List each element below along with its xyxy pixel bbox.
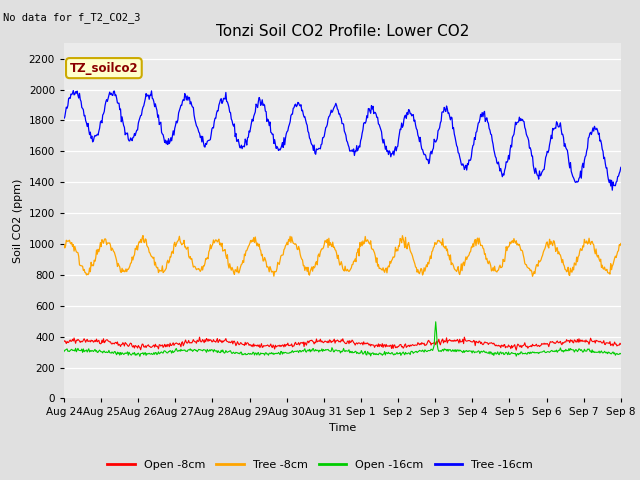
Open -8cm	[513, 347, 520, 353]
Tree -8cm	[214, 238, 222, 243]
Open -8cm	[70, 335, 78, 341]
Open -8cm	[184, 339, 192, 345]
Tree -8cm	[617, 240, 625, 246]
Open -8cm	[426, 339, 434, 345]
Line: Open -16cm: Open -16cm	[64, 322, 621, 356]
Y-axis label: Soil CO2 (ppm): Soil CO2 (ppm)	[13, 179, 23, 263]
Open -16cm	[428, 346, 435, 352]
Open -16cm	[127, 352, 135, 358]
Tree -8cm	[60, 241, 68, 247]
Text: No data for f_T2_CO2_3: No data for f_T2_CO2_3	[3, 12, 141, 23]
Open -8cm	[410, 343, 418, 348]
Open -16cm	[617, 351, 625, 357]
Open -8cm	[461, 334, 468, 340]
Line: Tree -16cm: Tree -16cm	[64, 91, 621, 190]
Line: Open -8cm: Open -8cm	[64, 337, 621, 350]
Tree -8cm	[185, 253, 193, 259]
Text: TZ_soilco2: TZ_soilco2	[70, 61, 138, 74]
Tree -16cm	[617, 165, 625, 170]
Tree -8cm	[411, 261, 419, 266]
Tree -8cm	[70, 248, 78, 254]
Tree -16cm	[60, 116, 68, 121]
Tree -16cm	[428, 148, 435, 154]
Tree -8cm	[428, 255, 435, 261]
Tree -8cm	[139, 233, 147, 239]
Open -16cm	[70, 347, 78, 353]
Open -8cm	[60, 338, 68, 344]
Tree -16cm	[71, 91, 79, 97]
Open -8cm	[617, 341, 625, 347]
Tree -8cm	[529, 274, 536, 279]
Tree -16cm	[609, 187, 616, 193]
Legend: Open -8cm, Tree -8cm, Open -16cm, Tree -16cm: Open -8cm, Tree -8cm, Open -16cm, Tree -…	[102, 456, 538, 474]
Open -16cm	[411, 349, 419, 355]
X-axis label: Time: Time	[329, 423, 356, 433]
Open -16cm	[432, 319, 440, 324]
Open -16cm	[214, 348, 222, 354]
Tree -8cm	[127, 260, 135, 266]
Open -8cm	[214, 336, 221, 341]
Tree -16cm	[70, 88, 77, 94]
Open -16cm	[136, 353, 144, 359]
Tree -16cm	[411, 117, 419, 123]
Open -16cm	[60, 348, 68, 354]
Open -16cm	[185, 347, 193, 353]
Line: Tree -8cm: Tree -8cm	[64, 236, 621, 276]
Tree -16cm	[214, 108, 222, 114]
Title: Tonzi Soil CO2 Profile: Lower CO2: Tonzi Soil CO2 Profile: Lower CO2	[216, 24, 469, 39]
Tree -16cm	[185, 94, 193, 100]
Tree -16cm	[128, 138, 136, 144]
Open -8cm	[127, 341, 135, 347]
